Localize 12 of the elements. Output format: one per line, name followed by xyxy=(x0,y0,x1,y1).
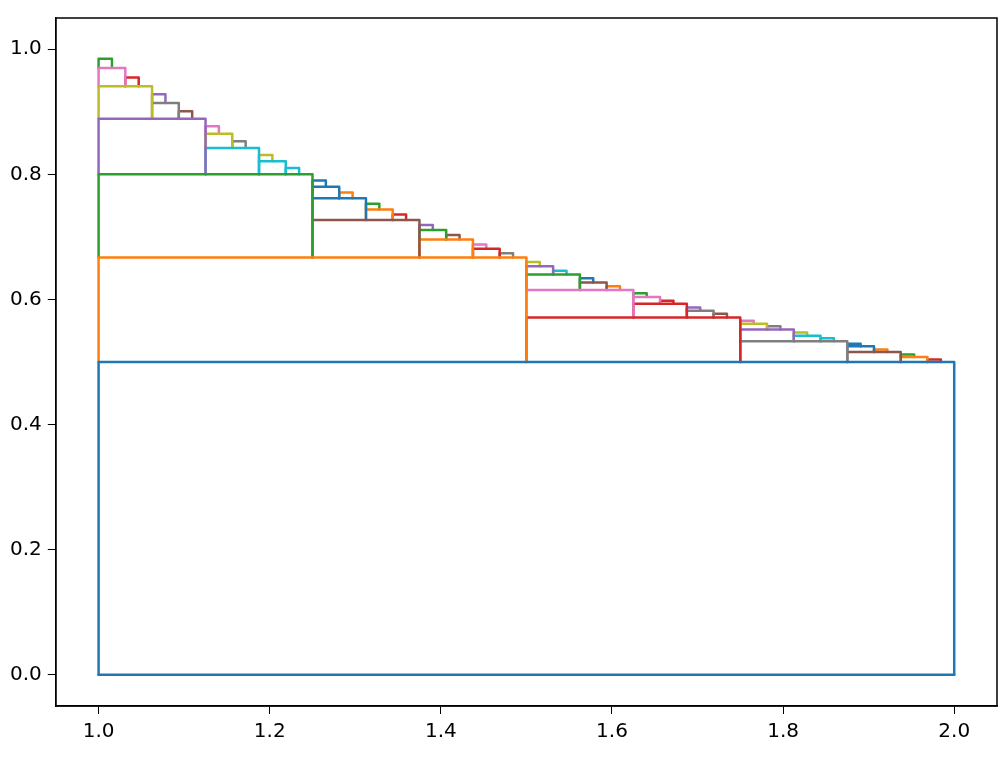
y-tick-label: 1.0 xyxy=(9,35,42,60)
x-tick-label: 1.2 xyxy=(253,718,286,743)
y-tick-label: 0.6 xyxy=(9,285,42,310)
x-tick-label: 1.8 xyxy=(767,718,799,743)
y-tick-label: 0.8 xyxy=(9,160,42,185)
x-tick-label: 1.6 xyxy=(596,718,628,743)
y-tick-label: 0.4 xyxy=(9,410,42,435)
x-tick-label: 1.0 xyxy=(82,718,115,743)
x-tick-label: 1.4 xyxy=(424,718,457,743)
y-tick-label: 0.2 xyxy=(9,535,42,560)
x-tick-label: 2.0 xyxy=(938,718,971,743)
y-tick-label: 0.0 xyxy=(9,660,42,685)
